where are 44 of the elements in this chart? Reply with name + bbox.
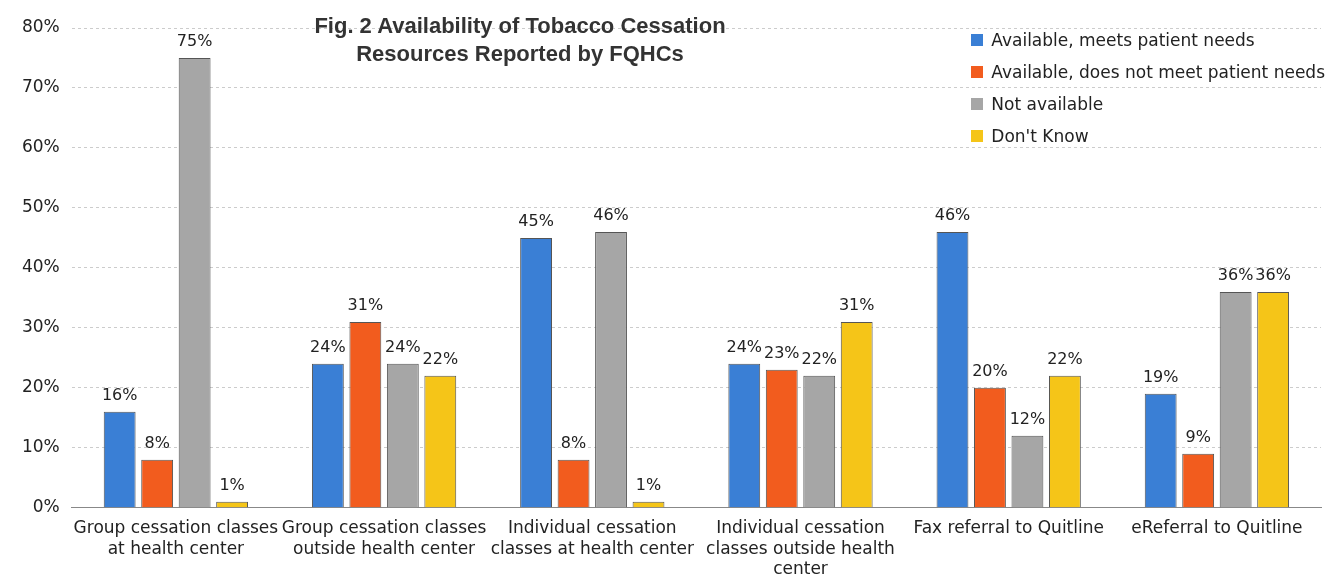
legend-label: Available, meets patient needs <box>991 30 1255 50</box>
data-label: 24% <box>726 337 763 357</box>
data-label: 1% <box>635 474 662 494</box>
data-label: 22% <box>422 349 459 369</box>
x-tick-label: Group cessation classes at health center <box>73 517 279 558</box>
y-tick-label: 60% <box>21 136 60 157</box>
y-tick-label: 70% <box>21 76 60 97</box>
data-label: 36% <box>1217 265 1254 285</box>
y-tick-label: 20% <box>21 376 60 397</box>
y-tick-label: 10% <box>21 436 60 457</box>
data-label: 46% <box>593 205 629 225</box>
data-label: 46% <box>934 205 971 225</box>
data-label: 12% <box>1009 408 1046 428</box>
data-label: 24% <box>385 337 421 357</box>
x-tick-label: Individual cessation classes outside health center <box>706 517 895 579</box>
data-label: 1% <box>219 474 245 494</box>
x-tick-label: Individual cessation classes at health center <box>490 517 694 558</box>
data-label: 22% <box>801 349 838 369</box>
data-label: 31% <box>838 295 875 315</box>
y-tick-label: 50% <box>21 196 60 217</box>
x-tick-label: eReferral to Quitline <box>1131 517 1303 538</box>
data-label: 22% <box>1047 349 1083 369</box>
chart-title: Fig. 2 Availability of Tobacco Cessation Resources Reported by FQHCs <box>313 12 727 68</box>
data-label: 24% <box>310 337 346 357</box>
data-label: 19% <box>1142 367 1179 386</box>
legend-label: Don't Know <box>991 126 1089 146</box>
data-label: 36% <box>1255 265 1291 285</box>
data-label: 20% <box>972 361 1008 381</box>
legend-label: Available, does not meet patient needs <box>991 62 1325 82</box>
y-tick-label: 0% <box>32 496 60 517</box>
x-tick-label: Fax referral to Quitline <box>913 517 1104 538</box>
legend-label: Not available <box>991 94 1104 114</box>
y-tick-label: 80% <box>21 16 60 37</box>
data-label: 9% <box>1185 426 1211 446</box>
data-label: 23% <box>763 343 800 363</box>
x-tick-label: Group cessation classes outside health center <box>281 517 487 558</box>
y-tick-label: 30% <box>21 316 60 337</box>
y-tick-label: 40% <box>21 256 60 277</box>
data-label: 75% <box>176 31 213 51</box>
data-label: 16% <box>101 385 138 404</box>
data-label: 31% <box>347 295 384 315</box>
data-label: 8% <box>144 432 170 452</box>
data-label: 45% <box>518 211 554 231</box>
data-label: 8% <box>560 432 587 452</box>
